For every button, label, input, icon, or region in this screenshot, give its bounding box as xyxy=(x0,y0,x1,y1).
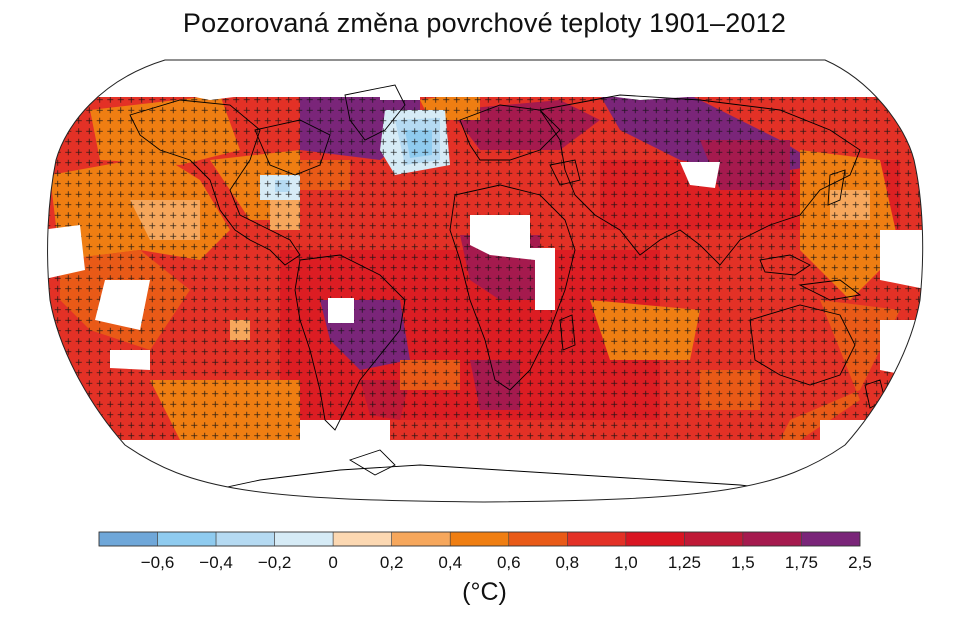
coastlines xyxy=(129,84,886,496)
legend-bin xyxy=(332,531,392,547)
legend-tick-label: 1,75 xyxy=(784,553,818,572)
temperature-change-map xyxy=(47,59,924,503)
legend-bin xyxy=(684,531,744,547)
legend-bin xyxy=(98,531,158,547)
legend-tick-label: 0 xyxy=(328,553,338,572)
legend-bin xyxy=(449,531,510,547)
legend-bin xyxy=(215,531,275,547)
globe-outline xyxy=(47,59,924,503)
legend-bin xyxy=(391,531,451,547)
map-fill-layer xyxy=(47,60,923,502)
legend-tick-label: 0,8 xyxy=(555,553,580,572)
legend-tick-label: 1,5 xyxy=(731,553,755,572)
legend-tick-label: −0,2 xyxy=(257,553,292,572)
map-title: Pozorovaná změna povrchové teploty 1901–… xyxy=(182,8,787,38)
legend-bin xyxy=(157,531,217,547)
legend-bin xyxy=(274,531,334,547)
legend-frame xyxy=(98,531,861,547)
legend-tick-label: 2,5 xyxy=(848,553,872,572)
legend-bin xyxy=(742,531,802,547)
legend-bin xyxy=(508,531,568,547)
legend-tick-label: 0,6 xyxy=(496,553,521,572)
legend-tick-label: −0,6 xyxy=(140,553,175,572)
legend-unit-label: (°C) xyxy=(462,578,507,606)
legend-tick-label: −0,4 xyxy=(199,553,233,572)
legend-tick-label: 0,4 xyxy=(438,553,463,572)
legend-tick-label: 1,0 xyxy=(614,553,638,572)
legend-tick-label: 1,25 xyxy=(667,553,701,572)
legend-tick-label: 0,2 xyxy=(379,553,404,572)
legend-bin xyxy=(567,531,627,547)
legend-bin xyxy=(801,531,861,547)
legend-bin xyxy=(625,531,685,547)
